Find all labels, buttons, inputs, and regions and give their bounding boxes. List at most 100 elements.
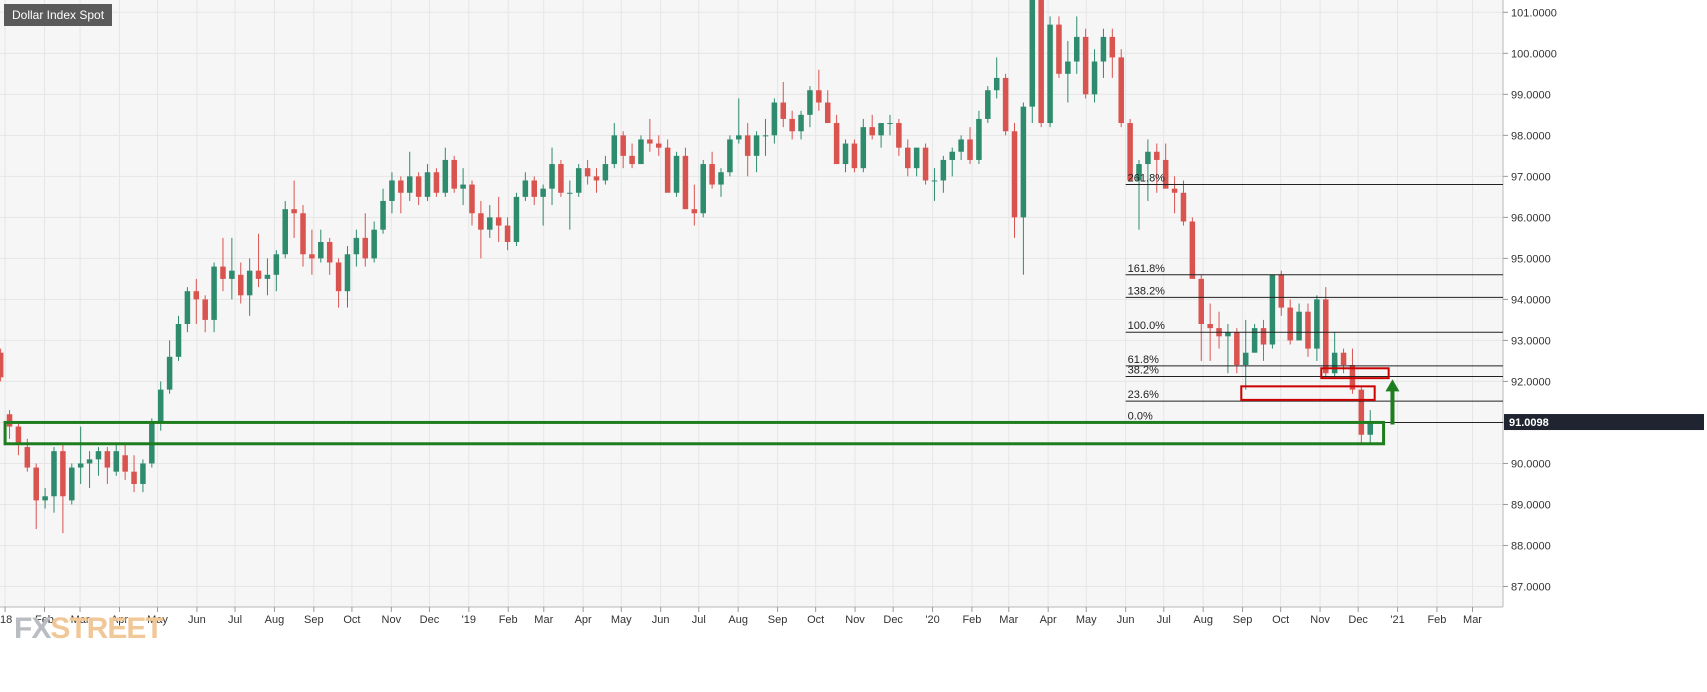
candle-down xyxy=(922,147,929,181)
support-zone xyxy=(3,420,1386,446)
x-tick-label: May xyxy=(147,614,168,626)
candle-up xyxy=(878,123,884,136)
candle-up xyxy=(51,451,57,497)
candle-up xyxy=(1065,61,1071,74)
candle-down xyxy=(1234,332,1240,366)
x-tick-label: Apr xyxy=(111,614,128,626)
x-tick-label: Sep xyxy=(1233,614,1253,626)
candle-up xyxy=(86,459,93,464)
candle-up xyxy=(700,164,706,214)
candle-up xyxy=(931,180,938,182)
candle-up xyxy=(736,135,742,140)
candle-up xyxy=(673,155,680,193)
resistance-box xyxy=(1320,367,1390,380)
candle-down xyxy=(220,266,226,279)
candle-up xyxy=(727,139,733,173)
target-arrow xyxy=(1385,379,1400,425)
candle-down xyxy=(238,274,244,296)
resistance-box xyxy=(1240,385,1376,401)
x-tick-label: Feb xyxy=(962,614,981,626)
candle-up xyxy=(1091,61,1098,95)
x-tick-label: Nov xyxy=(845,614,865,626)
candle-down xyxy=(833,123,840,165)
x-tick-label: Jul xyxy=(228,614,242,626)
y-tick-label: 92.0000 xyxy=(1511,376,1551,388)
candle-up xyxy=(567,192,573,194)
y-tick-label: 87.0000 xyxy=(1511,581,1551,593)
candle-down xyxy=(620,135,626,156)
candle-up xyxy=(940,159,947,181)
candle-down xyxy=(655,143,662,148)
candle-up xyxy=(69,467,75,501)
candle-down xyxy=(1127,123,1133,181)
candle-up xyxy=(42,496,48,501)
candle-up xyxy=(1029,0,1036,107)
x-tick-label: Oct xyxy=(343,614,360,626)
candle-up xyxy=(229,270,235,279)
price-tag xyxy=(1504,414,1704,431)
x-tick-label: Apr xyxy=(575,614,592,626)
candle-down xyxy=(816,90,822,103)
x-tick-label: '21 xyxy=(1390,614,1404,626)
y-axis-labels: 101.0000 100.0000 99.0000 98.0000 97.0000 96.… xyxy=(1503,7,1557,593)
candle-up xyxy=(175,324,182,357)
candle-down xyxy=(131,471,137,484)
x-tick-label: May xyxy=(611,614,632,626)
candle-down xyxy=(451,159,457,189)
candle-down xyxy=(1358,389,1365,435)
x-tick-label: '20 xyxy=(925,614,939,626)
y-tick-label: 88.0000 xyxy=(1511,540,1551,552)
x-tick-label: Dec xyxy=(420,614,440,626)
candle-down xyxy=(1011,131,1018,218)
candle-down xyxy=(504,225,511,242)
candle-up xyxy=(860,127,867,169)
fibonacci-levels: 261.8% 161.8% 138.2% 100.0% 61.8%38.2% 23.6% 0… xyxy=(1125,173,1503,423)
candle-up xyxy=(1073,36,1080,62)
x-tick-label: Dec xyxy=(1348,614,1368,626)
candle-up xyxy=(842,143,849,165)
y-tick-label: 94.0000 xyxy=(1511,294,1551,306)
candle-down xyxy=(1082,36,1089,95)
candle-down xyxy=(1002,77,1009,132)
candle-down xyxy=(415,176,422,197)
x-tick-label: Oct xyxy=(1272,614,1289,626)
candle-down xyxy=(0,352,4,378)
candle-up xyxy=(913,147,920,169)
fib-label: 0.0% xyxy=(1128,410,1153,422)
candle-down xyxy=(1038,0,1044,124)
fib-label: 23.6% xyxy=(1128,389,1159,401)
x-tick-label: Feb xyxy=(499,614,518,626)
candle-up xyxy=(718,172,724,185)
x-tick-label: Jul xyxy=(1157,614,1171,626)
candle-down xyxy=(1056,24,1062,74)
x-tick-label: '19 xyxy=(462,614,476,626)
candle-down xyxy=(824,102,831,124)
candle-down xyxy=(33,467,39,501)
x-tick-label: '18 xyxy=(0,614,12,626)
candle-down xyxy=(869,127,875,136)
candle-down xyxy=(1118,57,1124,124)
candle-up xyxy=(371,229,377,259)
candle-down xyxy=(682,155,689,210)
candle-down xyxy=(335,262,342,292)
logo-part-2: STREET xyxy=(50,612,163,645)
x-axis-panel xyxy=(0,607,1503,687)
candle-up xyxy=(487,217,493,230)
x-tick-label: Sep xyxy=(768,614,788,626)
x-tick-label: Jul xyxy=(692,614,706,626)
candle-up xyxy=(993,77,1000,91)
fib-label: 100.0% xyxy=(1128,320,1166,332)
candle-down xyxy=(1109,36,1116,58)
candle-up xyxy=(887,123,893,125)
candle-down xyxy=(851,143,858,169)
fib-label: 161.8% xyxy=(1128,263,1166,275)
candle-down xyxy=(104,451,111,468)
arrow-head xyxy=(1385,379,1400,392)
candle-down xyxy=(1198,278,1205,325)
x-tick-label: Mar xyxy=(534,614,553,626)
candle-up xyxy=(513,196,520,242)
candle-up xyxy=(1020,106,1027,218)
y-tick-label: 100.0000 xyxy=(1511,48,1557,60)
candle-up xyxy=(1367,422,1373,435)
